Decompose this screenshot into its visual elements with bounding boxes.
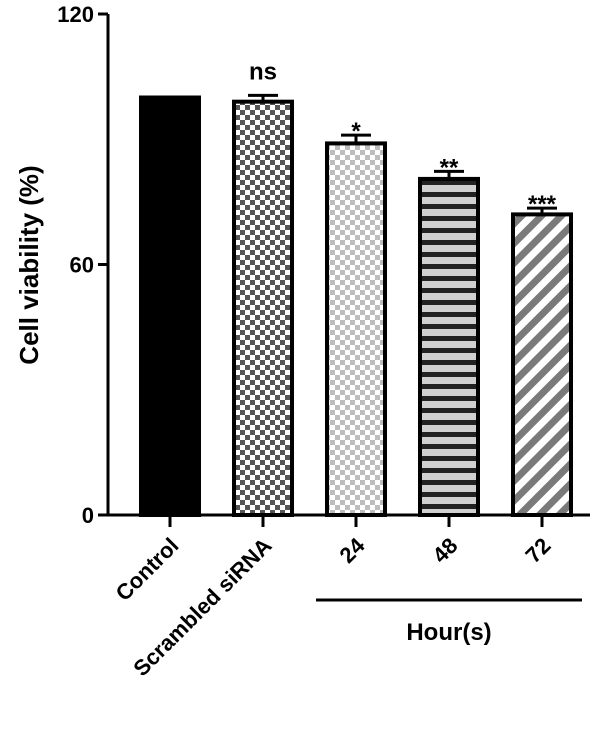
- y-tick-label: 120: [57, 2, 94, 27]
- y-axis: 0 60 120: [57, 2, 110, 528]
- group-label: Hour(s): [406, 619, 491, 646]
- x-tick-label: 48: [428, 533, 463, 568]
- y-tick-label: 60: [70, 253, 94, 278]
- x-tick-label: 24: [335, 532, 371, 568]
- y-tick-label: 0: [82, 503, 94, 528]
- x-tick-label: 72: [521, 533, 556, 568]
- x-tick-label: Control: [111, 533, 184, 606]
- significance-label: **: [440, 154, 459, 181]
- bar: [511, 212, 573, 517]
- bar: [325, 141, 387, 518]
- significance-label: ***: [528, 191, 557, 218]
- significance-label: *: [351, 118, 361, 145]
- bar: [139, 95, 201, 517]
- significance-label: ns: [249, 58, 277, 85]
- bar: [232, 99, 294, 518]
- bars: ns******: [139, 58, 573, 518]
- y-axis-label: Cell viability (%): [14, 165, 44, 364]
- bar: [418, 176, 480, 517]
